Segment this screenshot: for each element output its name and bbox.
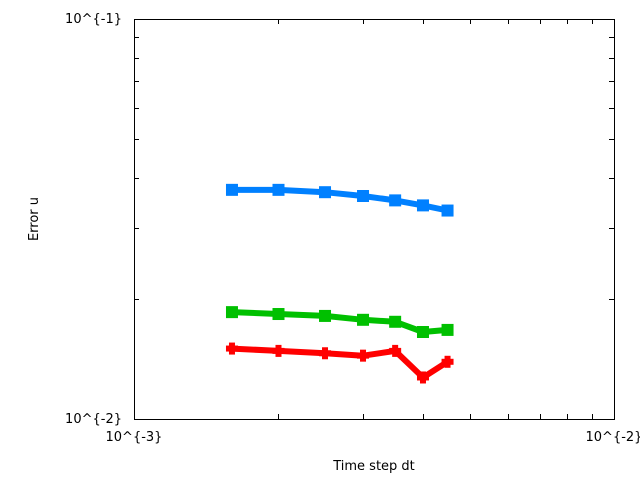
data-point	[441, 323, 454, 336]
data-point	[389, 344, 402, 357]
y-axis-label: Error u	[27, 197, 42, 241]
x-axis-label: Time step dt	[332, 459, 415, 474]
data-point	[319, 309, 332, 322]
data-point	[225, 183, 238, 196]
data-point	[416, 326, 429, 339]
data-point	[225, 306, 238, 319]
data-point	[441, 204, 454, 217]
data-point	[389, 315, 402, 328]
data-point	[319, 186, 332, 199]
series-1	[225, 306, 454, 339]
data-point	[357, 349, 370, 362]
data-point	[272, 308, 285, 321]
data-point	[357, 313, 370, 326]
y-tick-label: 10^{-2}	[65, 412, 122, 427]
data-point	[416, 199, 429, 212]
data-point	[416, 371, 429, 384]
y-tick-label: 10^{-1}	[65, 12, 122, 27]
series-2	[225, 342, 454, 384]
data-point	[319, 347, 332, 360]
data-point	[272, 344, 285, 357]
x-tick-label: 10^{-3}	[106, 430, 163, 445]
data-point	[389, 194, 402, 207]
series-0	[225, 183, 454, 217]
data-point	[357, 189, 370, 202]
series-layer	[225, 183, 454, 384]
data-point	[441, 355, 454, 368]
plot-frame	[134, 19, 615, 420]
axis-ticks	[134, 19, 615, 420]
series-line	[231, 345, 450, 381]
series-line	[231, 309, 448, 335]
series-line	[232, 186, 449, 214]
x-tick-label: 10^{-2}	[586, 430, 640, 445]
data-point	[225, 342, 238, 355]
data-point	[272, 183, 285, 196]
